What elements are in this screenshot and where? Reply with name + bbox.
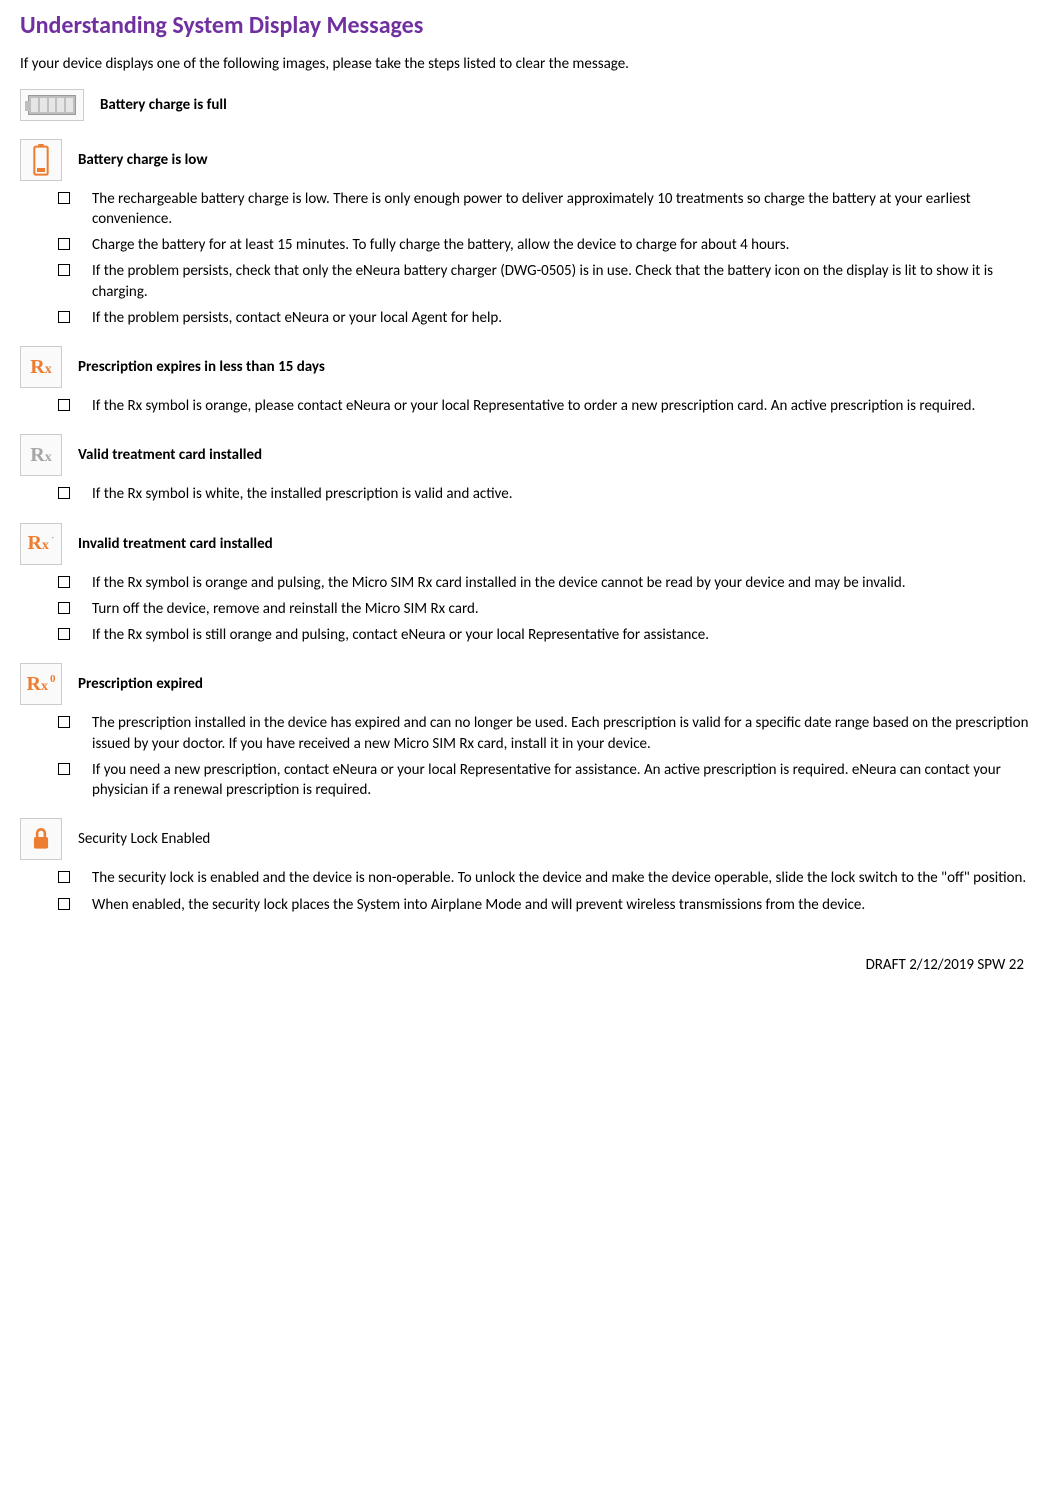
- checklist-item: Charge the battery for at least 15 minut…: [58, 235, 1030, 255]
- checklist: The prescription installed in the device…: [20, 713, 1030, 800]
- checklist: If the Rx symbol is orange and pulsing, …: [20, 573, 1030, 646]
- message-section: Rx0 Prescription expired The prescription …: [20, 663, 1030, 800]
- message-section: Rx Valid treatment card installed If the R…: [20, 434, 1030, 504]
- rx-orange-pulse-icon: Rx·: [27, 530, 54, 557]
- section-label: Valid treatment card installed: [78, 445, 262, 465]
- message-section: Battery charge is full: [20, 89, 1030, 121]
- checklist-item: If you need a new prescription, contact …: [58, 760, 1030, 801]
- checklist-item: Turn off the device, remove and reinstal…: [58, 599, 1030, 619]
- section-label: Battery charge is low: [78, 150, 208, 170]
- battery-low-icon: [33, 144, 49, 176]
- rx-grey-icon: Rx: [30, 442, 51, 469]
- rx-orange-zero-icon: Rx0: [27, 671, 56, 698]
- message-section: Rx Prescription expires in less than 15 …: [20, 346, 1030, 416]
- footer-text: DRAFT 2/12/2019 SPW 22: [20, 955, 1030, 975]
- checklist-item: If the Rx symbol is white, the installed…: [58, 484, 1030, 504]
- icon-container: [20, 818, 62, 860]
- checklist: If the Rx symbol is white, the installed…: [20, 484, 1030, 504]
- icon-container: Rx: [20, 346, 62, 388]
- section-label: Invalid treatment card installed: [78, 534, 273, 554]
- lock-icon: [32, 828, 50, 851]
- icon-container: Rx·: [20, 523, 62, 565]
- checklist: The security lock is enabled and the dev…: [20, 868, 1030, 915]
- checklist-item: If the problem persists, contact eNeura …: [58, 308, 1030, 328]
- icon-container: Rx: [20, 434, 62, 476]
- section-label: Prescription expires in less than 15 day…: [78, 357, 325, 377]
- message-section: Security Lock Enabled The security lock i…: [20, 818, 1030, 915]
- section-label: Prescription expired: [78, 674, 203, 694]
- checklist-item: If the problem persists, check that only…: [58, 261, 1030, 302]
- checklist-item: If the Rx symbol is orange and pulsing, …: [58, 573, 1030, 593]
- checklist: The rechargeable battery charge is low. …: [20, 189, 1030, 329]
- icon-container: Rx0: [20, 663, 62, 705]
- checklist-item: If the Rx symbol is still orange and pul…: [58, 625, 1030, 645]
- message-section: Rx· Invalid treatment card installed If th…: [20, 523, 1030, 646]
- checklist-item: If the Rx symbol is orange, please conta…: [58, 396, 1030, 416]
- section-label: Security Lock Enabled: [78, 829, 210, 849]
- battery-full-icon: [28, 95, 76, 115]
- icon-container: [20, 89, 84, 121]
- section-label: Battery charge is full: [100, 95, 227, 115]
- page-title: Understanding System Display Messages: [20, 10, 1030, 42]
- checklist-item: The rechargeable battery charge is low. …: [58, 189, 1030, 230]
- checklist: If the Rx symbol is orange, please conta…: [20, 396, 1030, 416]
- message-section: Battery charge is low The rechargeable ba…: [20, 139, 1030, 329]
- icon-container: [20, 139, 62, 181]
- rx-orange-icon: Rx: [30, 354, 51, 381]
- checklist-item: The security lock is enabled and the dev…: [58, 868, 1030, 888]
- checklist-item: When enabled, the security lock places t…: [58, 895, 1030, 915]
- intro-text: If your device displays one of the follo…: [20, 54, 1030, 74]
- checklist-item: The prescription installed in the device…: [58, 713, 1030, 754]
